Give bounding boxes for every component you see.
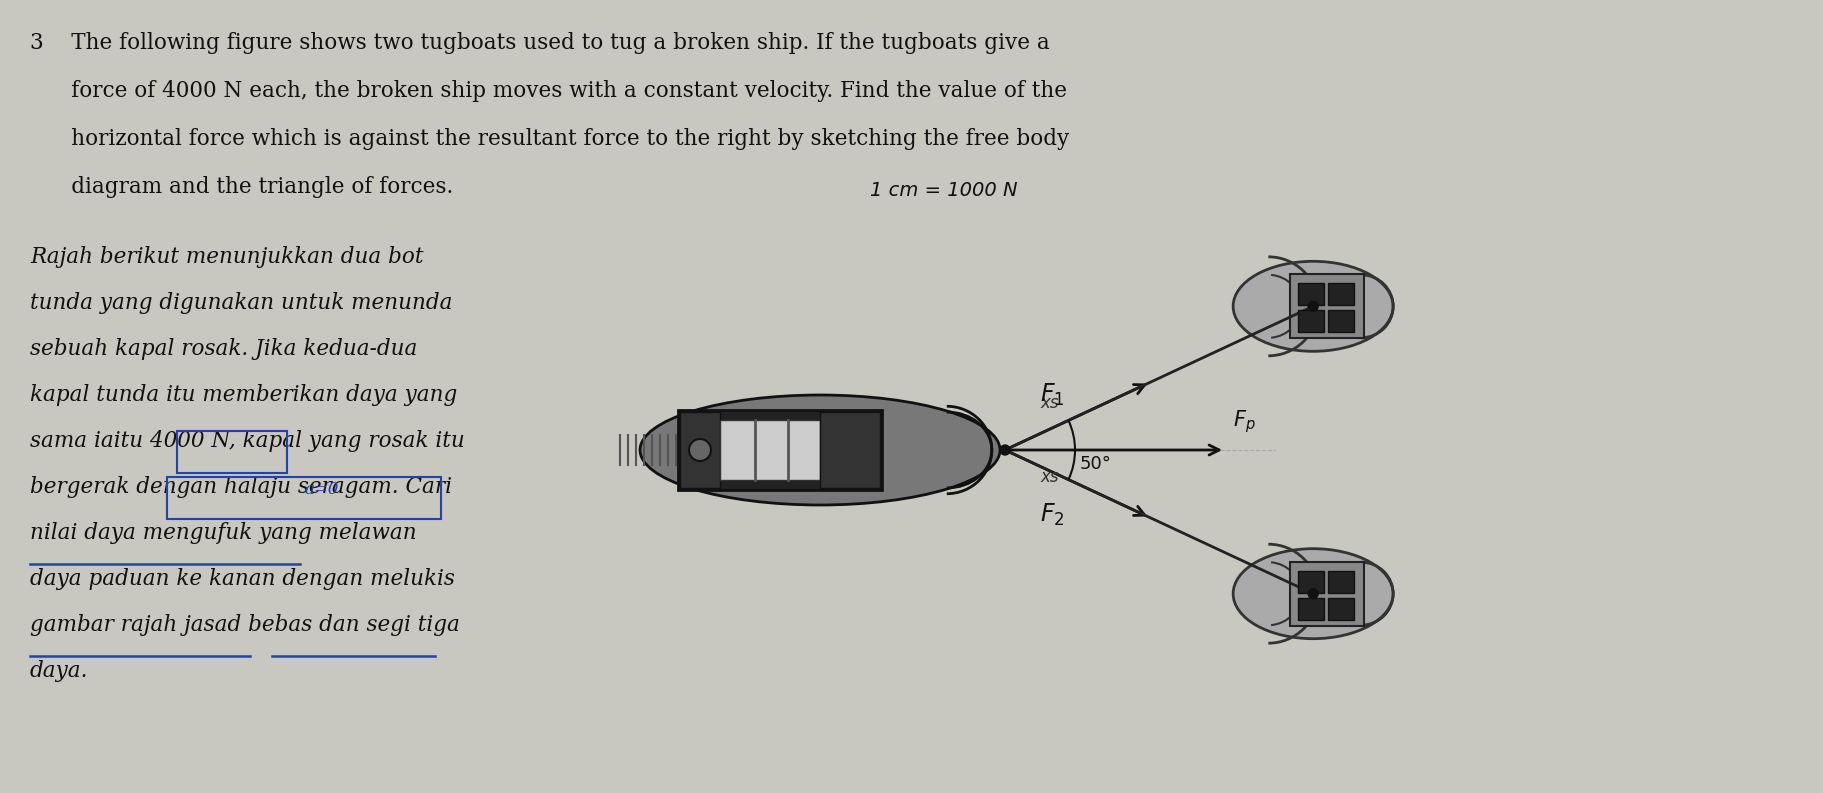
Text: a=0: a=0 xyxy=(304,481,339,498)
Text: $F_2$: $F_2$ xyxy=(1041,502,1065,528)
Text: 3    The following figure shows two tugboats used to tug a broken ship. If the t: 3 The following figure shows two tugboat… xyxy=(29,32,1050,54)
Bar xyxy=(680,412,720,488)
Text: xs: xs xyxy=(1039,468,1059,486)
Text: daya.: daya. xyxy=(29,660,89,682)
FancyBboxPatch shape xyxy=(678,410,882,490)
Text: tunda yang digunakan untuk menunda: tunda yang digunakan untuk menunda xyxy=(29,292,452,314)
Ellipse shape xyxy=(1309,588,1318,599)
Text: $F_1$: $F_1$ xyxy=(1041,381,1065,408)
Text: nilai daya mengufuk yang melawan: nilai daya mengufuk yang melawan xyxy=(29,522,417,544)
FancyBboxPatch shape xyxy=(1291,274,1364,339)
Text: force of 4000 N each, the broken ship moves with a constant velocity. Find the v: force of 4000 N each, the broken ship mo… xyxy=(29,80,1066,102)
Text: sama iaitu 4000 N, kapal yang rosak itu: sama iaitu 4000 N, kapal yang rosak itu xyxy=(29,430,465,452)
Text: gambar rajah jasad bebas dan segi tiga: gambar rajah jasad bebas dan segi tiga xyxy=(29,614,459,636)
Bar xyxy=(1329,571,1354,592)
Text: bergerak dengan halaju seragam. Cari: bergerak dengan halaju seragam. Cari xyxy=(29,476,452,498)
Bar xyxy=(720,420,820,480)
Text: kapal tunda itu memberikan daya yang: kapal tunda itu memberikan daya yang xyxy=(29,384,458,406)
Ellipse shape xyxy=(1001,445,1010,455)
Bar xyxy=(1298,310,1323,332)
Bar xyxy=(1298,598,1323,619)
Bar xyxy=(1298,283,1323,305)
Ellipse shape xyxy=(640,395,1001,505)
Text: sebuah kapal rosak. Jika kedua-dua: sebuah kapal rosak. Jika kedua-dua xyxy=(29,338,417,360)
Text: $F_p$: $F_p$ xyxy=(1232,408,1256,435)
Ellipse shape xyxy=(1232,549,1393,638)
Text: xs: xs xyxy=(1039,394,1059,412)
Text: horizontal force which is against the resultant force to the right by sketching : horizontal force which is against the re… xyxy=(29,128,1070,150)
Bar xyxy=(1329,283,1354,305)
Ellipse shape xyxy=(689,439,711,461)
Text: 1 cm = 1000 N: 1 cm = 1000 N xyxy=(870,181,1017,200)
Bar xyxy=(1298,571,1323,592)
Bar xyxy=(1329,310,1354,332)
Ellipse shape xyxy=(1232,262,1393,351)
FancyBboxPatch shape xyxy=(1291,561,1364,626)
Bar xyxy=(1329,598,1354,619)
Text: Rajah berikut menunjukkan dua bot: Rajah berikut menunjukkan dua bot xyxy=(29,246,423,268)
Text: 50°: 50° xyxy=(1079,455,1112,473)
Text: daya paduan ke kanan dengan melukis: daya paduan ke kanan dengan melukis xyxy=(29,568,456,590)
Text: diagram and the triangle of forces.: diagram and the triangle of forces. xyxy=(29,176,454,198)
Bar xyxy=(820,412,881,488)
Ellipse shape xyxy=(1309,301,1318,312)
